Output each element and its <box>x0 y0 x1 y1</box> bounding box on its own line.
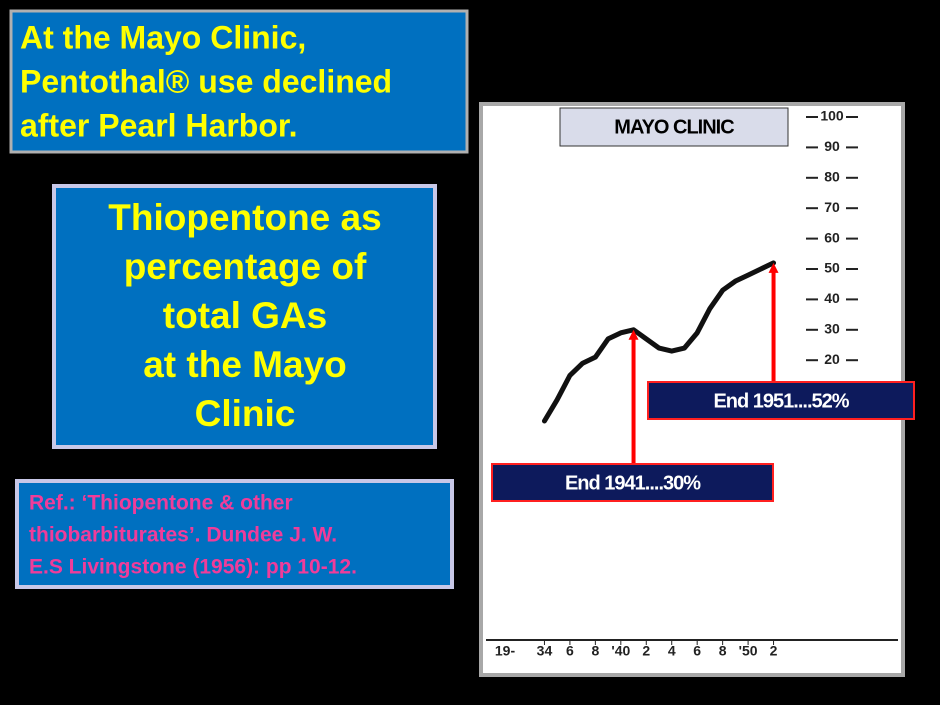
x-tick-label: 34 <box>537 643 553 659</box>
annotation-box <box>647 381 915 420</box>
x-tick-label: '40 <box>611 643 630 659</box>
x-tick-label: 2 <box>770 643 778 659</box>
headline-line: after Pearl Harbor. <box>20 107 297 143</box>
annotation-label: End 1941....30% <box>565 472 701 494</box>
subtitle-line: at the Mayo <box>143 344 347 385</box>
y-tick-label: 90 <box>824 138 840 154</box>
chart-title: MAYO CLINIC <box>614 116 734 138</box>
subtitle-line: percentage of <box>124 246 367 287</box>
x-tick-label: 2 <box>642 643 650 659</box>
y-tick-label: 80 <box>824 169 840 185</box>
y-tick-label: 40 <box>824 290 840 306</box>
x-tick-label: 4 <box>668 643 676 659</box>
headline-line: At the Mayo Clinic, <box>20 19 306 55</box>
reference-line: E.S Livingstone (1956): pp 10-12. <box>29 556 357 579</box>
reference-line: thiobarbiturates’. Dundee J. W. <box>29 524 337 547</box>
subtitle-line: Thiopentone as <box>108 197 381 238</box>
annotation-arrowhead <box>628 329 639 340</box>
x-tick-label: 8 <box>719 643 727 659</box>
x-tick-prefix: 19- <box>495 643 516 659</box>
annotation-label: End 1951....52% <box>713 390 849 412</box>
reference-box <box>15 479 454 589</box>
subtitle-box <box>52 184 437 449</box>
headline-box <box>9 9 469 154</box>
subtitle-line: Clinic <box>195 393 296 434</box>
y-tick-label: 70 <box>824 199 840 215</box>
chart-title-box <box>559 107 789 147</box>
y-tick-label: 30 <box>824 321 840 337</box>
y-tick-label: 100 <box>820 108 844 124</box>
subtitle-line: total GAs <box>163 295 327 336</box>
y-tick-label: 50 <box>824 260 840 276</box>
data-line <box>541 260 777 424</box>
x-tick-label: 6 <box>566 643 574 659</box>
annotation-box <box>491 463 774 502</box>
reference-line: Ref.: ‘Thiopentone & other <box>29 492 293 515</box>
headline-line: Pentothal® use declined <box>20 63 392 99</box>
y-tick-label: 20 <box>824 351 840 367</box>
x-tick-label: 6 <box>693 643 701 659</box>
x-tick-label: 8 <box>591 643 599 659</box>
x-tick-label: '50 <box>739 643 758 659</box>
annotation-arrowhead <box>768 262 779 273</box>
y-tick-label: 60 <box>824 229 840 245</box>
